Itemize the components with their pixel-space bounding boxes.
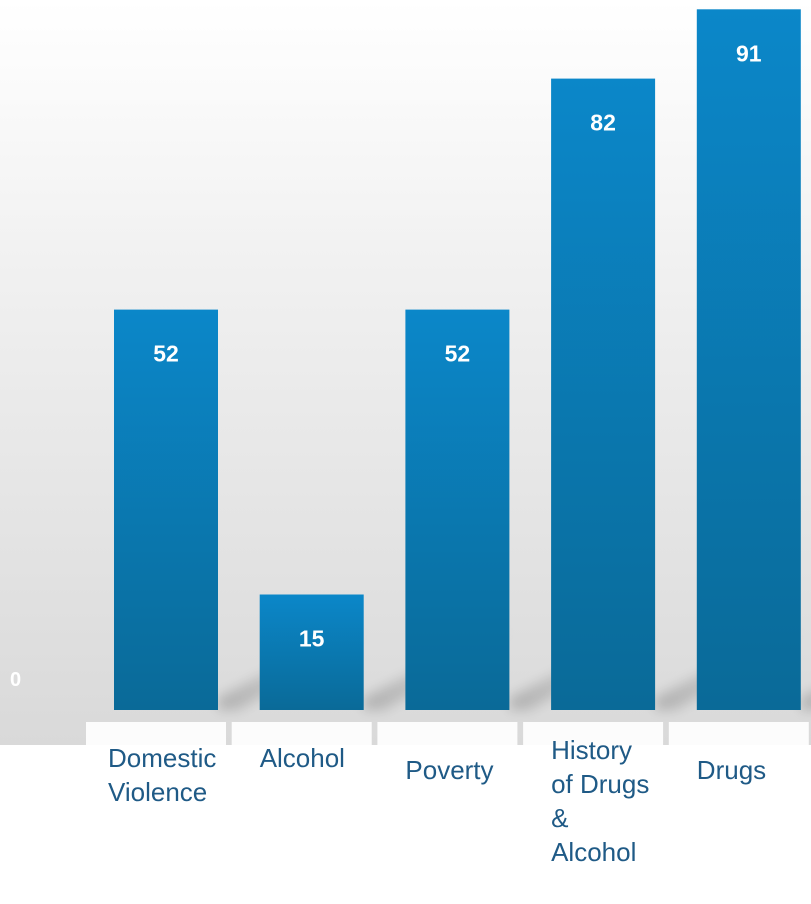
category-label: Domestic (108, 743, 216, 773)
bar (405, 309, 510, 710)
category-label-background (377, 722, 518, 782)
category-label: Alcohol (260, 743, 345, 773)
bars (114, 9, 801, 711)
bar-value-label: 91 (736, 40, 762, 66)
category-label: Poverty (405, 755, 493, 785)
category-label-background (523, 722, 664, 886)
category-label-background (231, 722, 372, 782)
bar (259, 594, 364, 710)
y-axis-zero-label: 0 (10, 669, 21, 691)
category-labels: Domestic Violence Alcohol Poverty History of … (108, 735, 766, 867)
bar-value-label: 82 (590, 110, 616, 136)
bar (696, 9, 801, 711)
category-label: History (551, 735, 632, 765)
bar-shadow (800, 692, 811, 710)
bar-value-label: 52 (445, 341, 471, 367)
category-label-background (668, 722, 809, 782)
bar (114, 309, 218, 710)
category-label-backgrounds (86, 722, 809, 886)
category-label: & (551, 803, 568, 833)
bar-value-label: 15 (299, 626, 325, 652)
category-label: Violence (108, 777, 207, 807)
category-label: of Drugs (551, 769, 649, 799)
category-label: Alcohol (551, 837, 636, 867)
category-label-background (86, 722, 226, 818)
bar-value-label: 52 (153, 341, 179, 367)
bar (551, 78, 656, 711)
category-label: Drugs (697, 755, 766, 785)
value-labels: 52 15 52 82 91 (153, 40, 762, 651)
